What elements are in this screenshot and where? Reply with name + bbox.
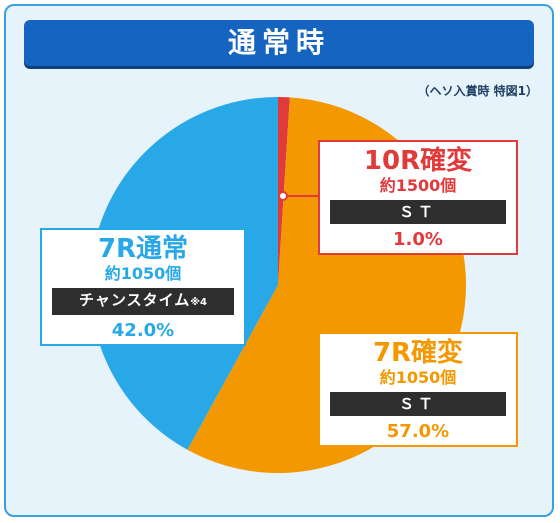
slice-label-10r-kakuhen: 10R確変 約1500個 ＳＴ 1.0% [318,140,518,255]
slice-label-7r-kakuhen: 7R確変 約1050個 ＳＴ 57.0% [318,332,518,447]
slice-label-mode-note: ※4 [190,297,207,308]
slice-label-name: 10R確変 [363,146,473,176]
slice-label-mode: チャンスタイム [79,291,191,309]
slice-label-7r-tsujo: 7R通常 約1050個 チャンスタイム※4 42.0% [40,228,246,346]
slice-label-percent: 42.0% [111,320,175,341]
slice-label-name: 7R通常 [97,234,189,264]
red-slice-leader-dot [278,191,288,201]
slice-label-rounds: 約1500個 [379,176,457,195]
slice-label-percent: 1.0% [393,229,443,250]
slice-label-percent: 57.0% [386,421,450,442]
slice-label-mode: ＳＴ [330,392,506,416]
slice-label-rounds: 約1050個 [104,264,182,283]
slice-label-mode-box: チャンスタイム※4 [52,288,234,315]
chart-title: 通常時 [227,26,330,59]
pie-slice-0 [278,97,290,285]
chart-note: （ヘソ入賞時 特図1） [417,84,538,98]
slice-label-mode: ＳＴ [330,200,506,224]
slice-label-rounds: 約1050個 [379,368,457,387]
title-bar: 通常時 [24,20,534,66]
slice-label-name: 7R確変 [372,338,464,368]
